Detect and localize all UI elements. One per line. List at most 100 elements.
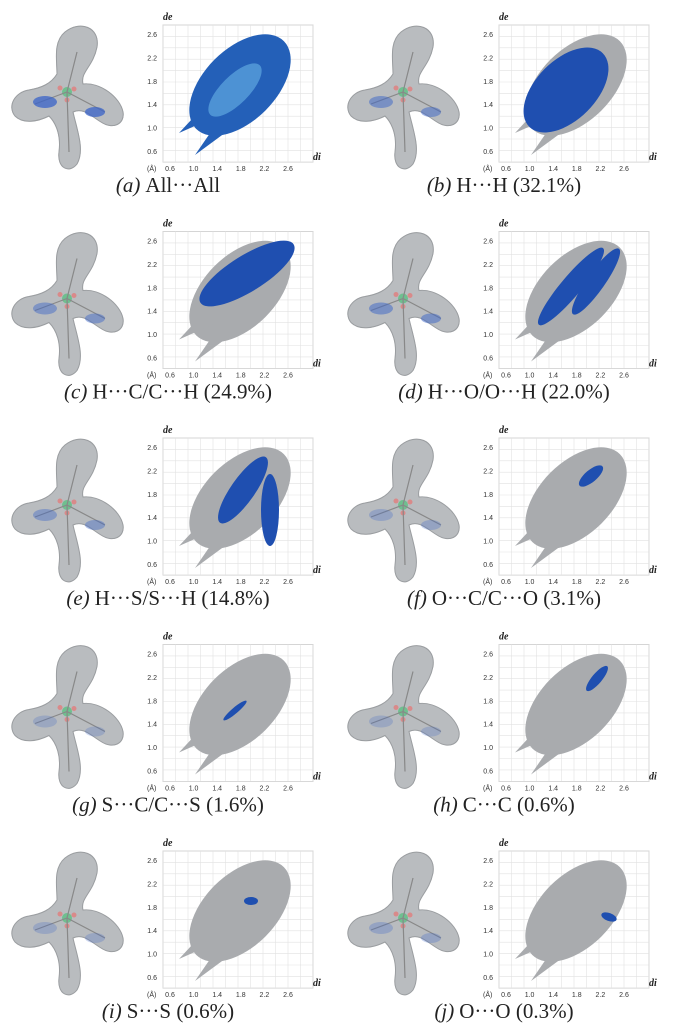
x-tick-label: 1.8 [572,992,582,999]
y-tick-label: 0.6 [483,149,493,156]
hirshfeld-surface [348,26,459,169]
de-label: de [163,219,173,230]
y-tick-label: 1.8 [147,79,157,86]
hirshfeld-surface [12,233,123,376]
surface-tint [12,646,123,789]
y-tick-label: 1.8 [483,492,493,499]
contact-spot [369,96,393,108]
y-tick-label: 1.4 [147,515,157,522]
x-tick-label: 2.2 [596,786,606,793]
surface-tint [12,26,123,169]
y-tick-label: 2.6 [147,652,157,659]
y-tick-label: 2.6 [147,239,157,246]
y-tick-label: 1.8 [147,698,157,705]
caption: (c)H···C/C···H (24.9%) [64,380,272,404]
contact-spot [33,716,57,728]
y-tick-label: 2.6 [147,32,157,39]
y-tick-label: 0.6 [147,769,157,776]
di-label: di [649,565,657,576]
contact-spot [33,509,57,521]
y-tick-label: 1.8 [147,492,157,499]
di-label: di [313,152,321,163]
unit-label: (Å) [483,371,492,380]
hirshfeld-surface [348,439,459,582]
caption: (f)O···C/C···O (3.1%) [407,586,601,610]
contact-spot [421,520,441,530]
caption-tag: (i) [102,999,122,1023]
fingerprint-plot: 0.60.61.01.01.41.41.81.82.22.22.62.6(Å)d… [483,838,657,999]
x-tick-label: 1.4 [548,166,558,173]
contact-spot [369,303,393,315]
fingerprint-plot: 0.60.61.01.01.41.41.81.82.22.22.62.6(Å)d… [147,632,321,793]
contact-spot [85,314,105,324]
y-tick-label: 1.4 [147,722,157,729]
caption-tag: (a) [116,173,141,197]
caption-text: C···C (0.6%) [463,793,575,817]
y-tick-label: 2.2 [147,881,157,888]
y-tick-label: 1.0 [483,332,493,339]
di-label: di [313,359,321,370]
unit-label: (Å) [147,371,156,380]
fingerprint-plot: 0.60.61.01.01.41.41.81.82.22.22.62.6(Å)d… [483,219,657,380]
x-tick-label: 2.6 [619,992,629,999]
y-tick-label: 2.2 [147,675,157,682]
y-tick-label: 0.6 [483,562,493,569]
caption-tag: (d) [398,380,423,404]
fingerprint-plot: 0.60.61.01.01.41.41.81.82.22.22.62.6(Å)d… [147,12,321,173]
caption-tag: (g) [72,793,97,817]
x-tick-label: 0.6 [165,992,175,999]
y-tick-label: 2.2 [483,262,493,269]
contact-spot [421,727,441,737]
panel: 0.60.61.01.01.41.41.81.82.22.22.62.6(Å)d… [12,838,321,1023]
x-tick-label: 1.4 [212,166,222,173]
y-tick-label: 1.0 [483,126,493,133]
fingerprint-plot: 0.60.61.01.01.41.41.81.82.22.22.62.6(Å)d… [483,632,657,793]
y-tick-label: 1.0 [483,952,493,959]
de-label: de [499,838,509,849]
y-tick-label: 1.4 [147,928,157,935]
x-tick-label: 1.0 [189,166,199,173]
x-tick-label: 2.6 [619,166,629,173]
hirshfeld-surface [12,852,123,995]
contact-spot [33,922,57,934]
x-tick-label: 1.8 [236,373,246,380]
x-tick-label: 2.2 [260,992,270,999]
surface-tint [12,439,123,582]
hirshfeld-surface [348,646,459,789]
fingerprint-plot: 0.60.61.01.01.41.41.81.82.22.22.62.6(Å)d… [147,425,321,586]
caption: (e)H···S/S···H (14.8%) [66,586,269,610]
y-tick-label: 1.4 [483,102,493,109]
x-tick-label: 2.2 [260,786,270,793]
de-label: de [499,219,509,230]
x-tick-label: 1.4 [212,579,222,586]
x-tick-label: 2.6 [619,786,629,793]
y-tick-label: 1.8 [483,79,493,86]
contact-spot [85,727,105,737]
surface-tint [348,439,459,582]
hirshfeld-surface [12,646,123,789]
x-tick-label: 2.2 [260,579,270,586]
x-tick-label: 2.6 [619,373,629,380]
di-label: di [649,359,657,370]
fingerprint-plot: 0.60.61.01.01.41.41.81.82.22.22.62.6(Å)d… [147,838,321,999]
contact-spot [369,509,393,521]
surface-tint [348,26,459,169]
caption-tag: (f) [407,586,427,610]
x-tick-label: 1.0 [525,373,535,380]
caption-text: H···O/O···H (22.0%) [428,380,610,404]
x-tick-label: 1.8 [236,992,246,999]
x-tick-label: 1.0 [525,166,535,173]
x-tick-label: 1.8 [236,166,246,173]
y-tick-label: 0.6 [483,975,493,982]
fingerprint-plot: 0.60.61.01.01.41.41.81.82.22.22.62.6(Å)d… [483,425,657,586]
panel: 0.60.61.01.01.41.41.81.82.22.22.62.6(Å)d… [348,632,657,817]
contact-spot [421,314,441,324]
y-tick-label: 1.0 [147,126,157,133]
y-tick-label: 1.8 [483,698,493,705]
surface-tint [348,852,459,995]
di-label: di [649,978,657,989]
x-tick-label: 0.6 [501,992,511,999]
y-tick-label: 1.8 [483,285,493,292]
x-tick-label: 1.8 [572,786,582,793]
contact-spot [85,107,105,117]
